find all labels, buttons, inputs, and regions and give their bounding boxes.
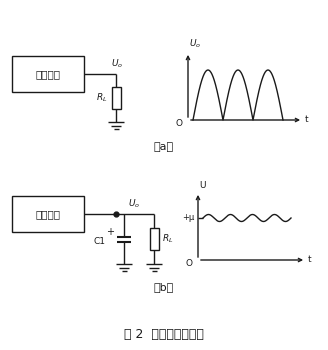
Text: $U_o$: $U_o$ bbox=[189, 37, 201, 50]
Text: 图 2  电容滤波原理图: 图 2 电容滤波原理图 bbox=[124, 328, 204, 341]
Text: （a）: （a） bbox=[154, 142, 174, 152]
Text: $U_o$: $U_o$ bbox=[128, 197, 140, 210]
Text: $R_L$: $R_L$ bbox=[162, 233, 174, 245]
Text: $U_o$: $U_o$ bbox=[111, 57, 123, 70]
Text: O: O bbox=[176, 119, 183, 128]
Text: t: t bbox=[308, 256, 312, 265]
Text: $R_L$: $R_L$ bbox=[95, 92, 107, 104]
Text: U: U bbox=[199, 181, 206, 190]
Bar bbox=[12, 196, 84, 232]
Text: （b）: （b） bbox=[154, 282, 174, 292]
Bar bbox=[12, 56, 84, 92]
Text: +μ: +μ bbox=[182, 214, 194, 223]
Bar bbox=[112, 87, 120, 109]
Text: O: O bbox=[186, 259, 193, 268]
Text: 整流电路: 整流电路 bbox=[35, 209, 60, 219]
Text: t: t bbox=[305, 116, 309, 125]
Text: +: + bbox=[106, 227, 114, 237]
Text: 整流电路: 整流电路 bbox=[35, 69, 60, 79]
Text: C1: C1 bbox=[94, 237, 106, 245]
Bar bbox=[150, 228, 158, 250]
